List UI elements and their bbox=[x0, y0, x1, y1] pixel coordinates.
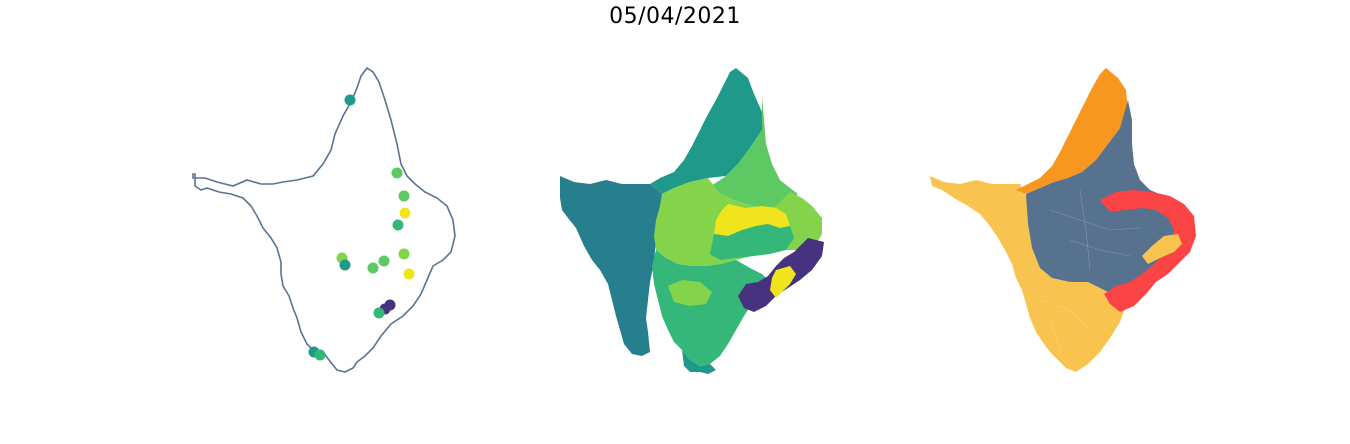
choropleth-regions bbox=[560, 68, 824, 374]
data-point bbox=[373, 307, 385, 319]
region bbox=[930, 176, 1126, 372]
data-points bbox=[308, 94, 415, 361]
region bbox=[682, 350, 716, 374]
region bbox=[708, 96, 798, 210]
region bbox=[1100, 190, 1196, 312]
region bbox=[714, 204, 790, 236]
data-point bbox=[367, 262, 379, 274]
data-point bbox=[314, 349, 326, 361]
region bbox=[650, 68, 762, 194]
region bbox=[652, 250, 770, 366]
categorical-map bbox=[930, 68, 1196, 372]
data-point bbox=[392, 219, 404, 231]
data-point bbox=[398, 248, 410, 260]
region bbox=[1016, 68, 1128, 194]
region bbox=[560, 176, 662, 356]
categorical-map-panel bbox=[920, 60, 1220, 380]
point-map-panel bbox=[185, 60, 485, 380]
region bbox=[770, 266, 796, 298]
choropleth-map-panel bbox=[550, 60, 850, 380]
region-outline bbox=[192, 66, 456, 373]
data-point bbox=[399, 207, 411, 219]
region bbox=[710, 224, 794, 260]
data-point bbox=[344, 94, 356, 106]
choropleth-map bbox=[560, 68, 824, 374]
categorical-regions bbox=[930, 68, 1196, 372]
figure-title: 05/04/2021 bbox=[609, 4, 741, 29]
data-point bbox=[378, 255, 390, 267]
region-boundaries bbox=[1039, 189, 1141, 351]
data-point bbox=[391, 167, 403, 179]
data-point bbox=[339, 259, 351, 271]
data-point bbox=[403, 268, 415, 280]
region bbox=[668, 280, 712, 306]
point-map bbox=[192, 66, 456, 373]
region bbox=[1142, 234, 1182, 264]
data-point bbox=[398, 190, 410, 202]
